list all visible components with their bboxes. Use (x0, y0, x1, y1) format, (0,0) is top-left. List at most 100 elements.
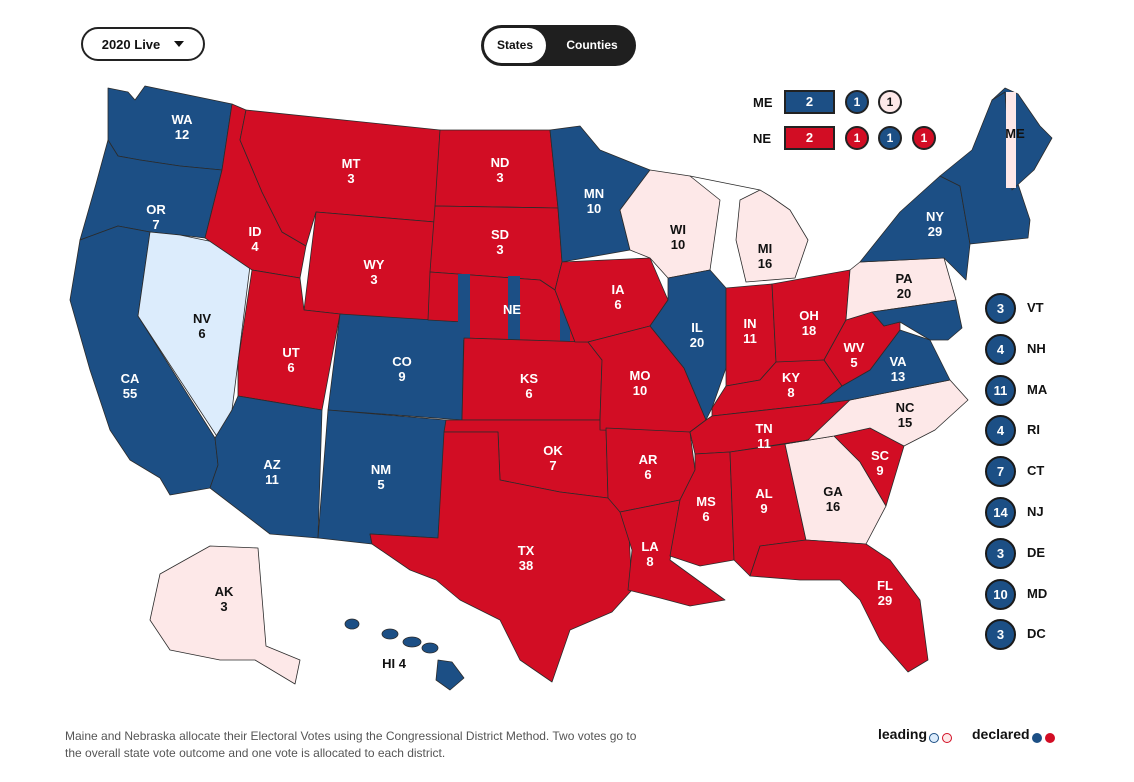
legend-leading-label: leading (878, 726, 928, 742)
small-state-ev-badge: 4 (985, 415, 1016, 447)
state-abbr-nv: NV (193, 311, 211, 326)
year-dropdown-label: 2020 Live (101, 36, 161, 52)
me-district-stripe (1006, 92, 1016, 188)
state-abbr-or: OR (146, 202, 166, 217)
small-state-de[interactable]: 3 DE (985, 537, 1055, 569)
ne-district-stripe-2 (508, 276, 520, 342)
state-ev-ms: 6 (702, 509, 709, 524)
small-state-ev-badge: 3 (985, 293, 1016, 324)
small-state-ev-badge: 3 (985, 537, 1016, 569)
small-state-abbr: VT (1027, 300, 1044, 315)
state-md-region[interactable] (871, 299, 963, 341)
small-state-nj[interactable]: 14 NJ (985, 497, 1055, 528)
legend-leading-red-dot (942, 733, 952, 743)
view-toggle[interactable]: States Counties (481, 25, 636, 66)
ne-district-stripe-1 (458, 274, 470, 340)
state-abbr-la: LA (641, 539, 659, 554)
small-state-nh[interactable]: 4 NH (985, 333, 1055, 365)
state-il[interactable] (649, 269, 727, 421)
small-state-abbr: DC (1027, 626, 1046, 642)
state-abbr-ut: UT (282, 345, 299, 360)
state-abbr-ok: OK (543, 443, 563, 458)
small-state-vt[interactable]: 3 VT (985, 293, 1055, 324)
small-state-abbr: NH (1027, 340, 1046, 356)
state-az[interactable] (209, 395, 323, 539)
state-ev-ar: 6 (644, 467, 651, 482)
state-abbr-co: CO (392, 354, 412, 369)
state-ev-pa: 20 (897, 286, 911, 301)
small-state-ev-badge: 4 (985, 333, 1016, 365)
state-abbr-nc: NC (896, 400, 915, 415)
state-mi[interactable] (689, 175, 809, 283)
small-state-ct[interactable]: 7 CT (985, 456, 1055, 488)
state-ev-nc: 15 (898, 415, 912, 430)
state-ev-nm: 5 (377, 477, 384, 492)
state-hi[interactable] (344, 618, 465, 691)
ne-split-label: NE (753, 131, 772, 146)
state-ev-ny: 29 (928, 224, 942, 239)
state-abbr-ak: AK (215, 584, 234, 599)
me-statewide-badge: 2 (784, 90, 835, 114)
ne-statewide-badge: 2 (784, 126, 835, 150)
state-ev-sd: 3 (496, 242, 503, 257)
state-tx[interactable] (369, 431, 633, 683)
footnote: Maine and Nebraska allocate their Electo… (65, 729, 637, 760)
state-abbr-ms: MS (696, 494, 716, 509)
small-state-ri[interactable]: 4 RI (985, 415, 1055, 447)
state-ev-ky: 8 (787, 385, 794, 400)
state-abbr-me: ME (1005, 126, 1025, 141)
state-fl[interactable] (749, 539, 929, 673)
small-state-abbr: DE (1027, 544, 1046, 560)
state-ev-la: 8 (646, 554, 653, 569)
state-abbr-wv: WV (844, 340, 865, 355)
state-abbr-mt: MT (342, 156, 361, 171)
ne-district-3-badge: 1 (912, 126, 936, 150)
chevron-down-icon (174, 41, 185, 47)
state-abbr-sc: SC (871, 448, 890, 463)
state-ev-nv: 6 (198, 326, 205, 341)
small-state-abbr: MD (1027, 585, 1048, 601)
state-abbr-mo: MO (630, 368, 651, 383)
ne-district-2-badge: 1 (878, 126, 902, 150)
small-state-abbr: CT (1027, 463, 1045, 479)
state-abbr-fl: FL (877, 578, 893, 593)
state-abbr-ca: CA (121, 371, 140, 386)
small-state-ma[interactable]: 11 MA (985, 374, 1055, 406)
toggle-counties[interactable]: Counties (566, 38, 618, 52)
small-state-md[interactable]: 10 MD (985, 578, 1055, 610)
state-ev-or: 7 (152, 217, 159, 232)
state-ev-va: 13 (891, 369, 905, 384)
small-state-dc[interactable]: 3 DC (985, 619, 1055, 651)
state-abbr-sd: SD (491, 227, 509, 242)
small-state-ev-badge: 11 (985, 374, 1016, 406)
state-abbr-ia: IA (612, 282, 626, 297)
year-dropdown[interactable]: 2020 Live (81, 27, 205, 61)
state-ev-in: 11 (743, 331, 757, 346)
state-or[interactable] (79, 139, 223, 241)
state-abbr-ga: GA (823, 484, 843, 499)
state-ev-ca: 55 (123, 386, 137, 401)
state-ev-mo: 10 (633, 383, 647, 398)
state-ut[interactable] (237, 269, 341, 411)
state-abbr-mi: MI (758, 241, 772, 256)
state-label-hi: HI 4 (382, 656, 407, 671)
state-ev-oh: 18 (802, 323, 816, 338)
small-state-ev-badge: 14 (985, 497, 1016, 528)
toggle-states[interactable]: States (484, 28, 546, 63)
state-ev-ga: 16 (826, 499, 840, 514)
state-ev-ks: 6 (525, 386, 532, 401)
small-state-ev-badge: 3 (985, 619, 1016, 651)
state-ev-nd: 3 (496, 170, 503, 185)
state-ev-al: 9 (760, 501, 767, 516)
state-abbr-tx: TX (518, 543, 535, 558)
state-nv[interactable] (137, 231, 253, 439)
state-abbr-ks: KS (520, 371, 538, 386)
legend-declared-red-dot (1045, 733, 1055, 743)
state-ev-az: 11 (265, 472, 279, 487)
me-district-2-badge: 1 (878, 90, 902, 114)
state-abbr-ne: NE (503, 302, 521, 317)
state-ak[interactable] (149, 545, 301, 685)
state-ev-ak: 3 (220, 599, 227, 614)
small-state-abbr: RI (1027, 422, 1040, 438)
